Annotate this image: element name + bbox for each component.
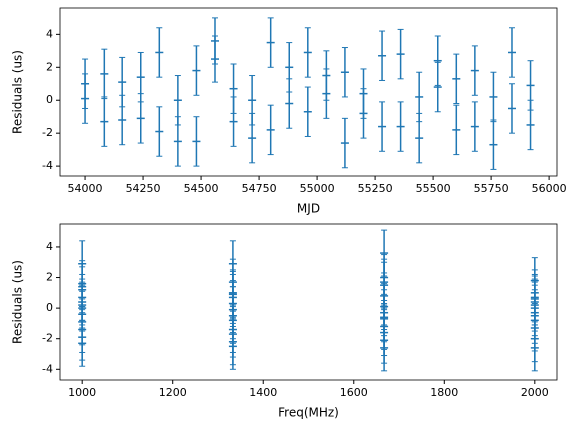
error-point: [266, 17, 275, 68]
error-point: [100, 96, 109, 147]
x-tick-label: 54500: [184, 182, 219, 195]
x-tick-label: 2000: [521, 386, 549, 399]
error-point: [303, 27, 312, 78]
x-tick-label: 1600: [340, 386, 368, 399]
plot-area: [60, 224, 557, 380]
error-point: [285, 78, 294, 129]
error-point: [359, 88, 368, 139]
error-point: [322, 68, 331, 119]
y-tick-label: 4: [46, 27, 53, 40]
x-tick-label: 54750: [242, 182, 277, 195]
axes-frame: [59, 7, 558, 177]
error-point: [136, 93, 145, 144]
x-tick-label: 55750: [474, 182, 509, 195]
error-point: [155, 27, 164, 78]
error-point: [248, 112, 257, 164]
y-tick-label: 0: [46, 301, 53, 314]
error-point: [118, 94, 127, 146]
y-tick-label: -4: [42, 159, 53, 172]
axes-frame: [59, 223, 558, 381]
x-tick-label: 55250: [358, 182, 393, 195]
y-axis-label: Residuals (us): [11, 260, 25, 344]
error-point: [433, 61, 442, 113]
error-point: [507, 83, 516, 134]
error-point: [78, 319, 87, 367]
error-point: [489, 71, 498, 123]
x-tick-label: 56000: [532, 182, 567, 195]
x-tick-label: 1000: [68, 386, 96, 399]
error-point: [78, 263, 87, 311]
error-point: [415, 112, 424, 164]
error-point: [155, 106, 164, 157]
error-point: [81, 73, 90, 124]
error-point: [229, 96, 238, 147]
error-point: [192, 116, 201, 167]
error-point: [266, 104, 275, 156]
error-point: [530, 292, 539, 340]
x-tick-label: 55000: [300, 182, 335, 195]
x-axis-label: Freq(MHz): [278, 406, 339, 420]
y-tick-label: 2: [46, 60, 53, 73]
error-point: [378, 30, 387, 81]
y-tick-label: -4: [42, 362, 53, 375]
error-point: [470, 101, 479, 152]
error-point: [380, 293, 389, 341]
error-point: [452, 104, 461, 156]
error-point: [489, 119, 498, 170]
error-point: [173, 116, 182, 167]
error-point: [452, 53, 461, 105]
error-point: [192, 45, 201, 96]
x-tick-label: 1200: [159, 386, 187, 399]
y-axis-label: Residuals (us): [11, 50, 25, 134]
x-tick-label: 1400: [249, 386, 277, 399]
error-point: [507, 27, 516, 78]
y-tick-label: -2: [42, 332, 53, 345]
error-point: [340, 47, 349, 98]
x-tick-label: 55500: [416, 182, 451, 195]
error-point: [526, 99, 535, 151]
y-tick-label: 2: [46, 271, 53, 284]
error-point: [470, 45, 479, 96]
error-point: [228, 310, 237, 358]
error-point: [210, 35, 219, 83]
x-axis-label: MJD: [297, 202, 320, 216]
error-point: [340, 117, 349, 169]
error-point: [396, 101, 405, 152]
error-point: [396, 28, 405, 80]
y-tick-label: 4: [46, 240, 53, 253]
y-tick-label: 0: [46, 93, 53, 106]
error-point: [303, 86, 312, 137]
error-point: [378, 101, 387, 152]
x-tick-label: 1800: [430, 386, 458, 399]
x-tick-label: 54000: [68, 182, 103, 195]
y-tick-label: -2: [42, 126, 53, 139]
x-tick-label: 54250: [126, 182, 161, 195]
